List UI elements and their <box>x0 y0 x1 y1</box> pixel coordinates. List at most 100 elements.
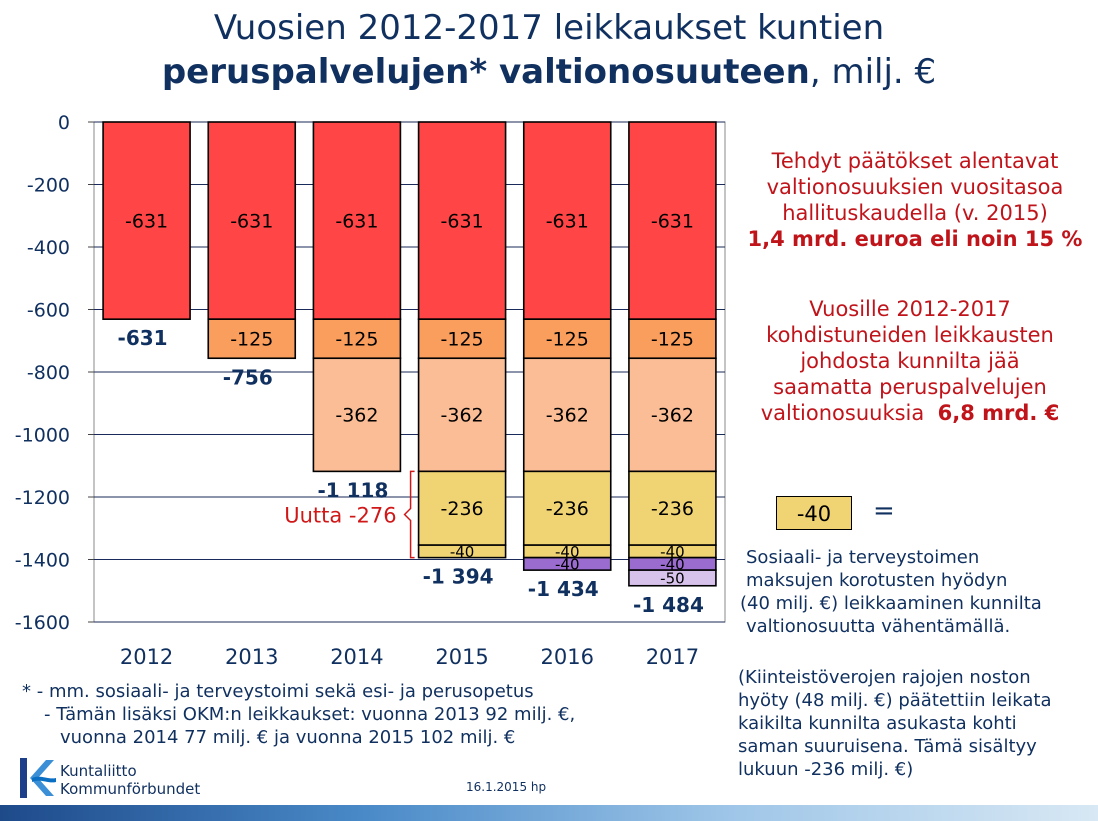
bar-segment <box>417 544 507 559</box>
y-tick-label: -1600 <box>15 612 70 634</box>
segment-value-label: -125 <box>441 329 484 351</box>
bar-segment <box>522 121 612 320</box>
legend-note-line: lukuun -236 milj. €) <box>738 759 914 780</box>
segment-value-label: -631 <box>441 210 484 232</box>
footnote-line: vuonna 2014 77 milj. € ja vuonna 2015 10… <box>60 727 516 748</box>
logo-text: Kuntaliitto Kommunförbundet <box>60 762 200 798</box>
info-block-2-line: saamatta peruspalvelujen <box>773 375 1047 399</box>
x-tick-label: 2012 <box>120 645 173 669</box>
segment-value-label: -631 <box>546 210 589 232</box>
bar-segment <box>312 318 402 360</box>
bar-segment <box>417 121 507 320</box>
info-block-1-line: valtionosuuksien vuositasoa <box>766 175 1064 199</box>
legend-equals: = <box>873 496 895 526</box>
segment-value-label: -125 <box>651 329 694 351</box>
info-block-2-line: johdosta kunnilta jää <box>800 349 1020 373</box>
info-block-2-line: Vuosille 2012-2017 <box>809 297 1011 321</box>
info-block-1-highlight: 1,4 mrd. euroa eli noin 15 % <box>747 227 1083 251</box>
chart-title-rest: , milj. € <box>809 52 937 92</box>
segment-value-label: -40 <box>660 555 685 573</box>
segment-value-label: -631 <box>125 210 168 232</box>
segment-value-label: -50 <box>660 569 685 587</box>
info-block-1: Tehdyt päätökset alentavat valtionosuuks… <box>735 148 1095 252</box>
bar-segment <box>207 318 297 360</box>
segment-value-label: -631 <box>230 210 273 232</box>
legend-note-line: (Kiinteistöverojen rajojen noston <box>738 667 1031 688</box>
segment-value-label: -40 <box>555 555 580 573</box>
legend-description: Sosiaali- ja terveystoimen maksujen koro… <box>740 546 1042 638</box>
logo-text-line: Kommunförbundet <box>60 780 201 798</box>
bar-segment <box>417 357 507 473</box>
logo-text-line: Kuntaliitto <box>60 762 137 780</box>
segment-value-label: -125 <box>335 329 378 351</box>
y-tick-label: -1400 <box>15 550 70 572</box>
chart-title-line2: peruspalvelujen* valtionosuuteen, milj. … <box>0 52 1098 92</box>
footnote: * - mm. sosiaali- ja terveystoimi sekä e… <box>22 680 575 749</box>
footnote-line: * - mm. sosiaali- ja terveystoimi sekä e… <box>22 681 534 702</box>
bar-total-label: -1 118 <box>317 478 388 502</box>
bar-segment <box>522 318 612 360</box>
legend-description-line: (40 milj. €) leikkaaminen kunnilta <box>740 593 1042 614</box>
segment-value-label: -362 <box>546 405 589 427</box>
bar-total-label: -1 394 <box>423 565 494 589</box>
bar-segment <box>312 357 402 473</box>
x-tick-label: 2015 <box>435 645 488 669</box>
y-tick-label: -1000 <box>15 425 70 447</box>
segment-value-label: -631 <box>335 210 378 232</box>
stacked-bar-chart: 0 -200 -400 -600 -800 -1000 -1200 -1400 -1600 -63… <box>15 112 726 669</box>
info-block-2-highlight: 6,8 mrd. € <box>937 401 1060 425</box>
legend-note: (Kiinteistöverojen rajojen noston hyöty … <box>738 666 1052 781</box>
info-block-2-line: valtionosuuksia <box>760 401 925 425</box>
info-block-1-line: Tehdyt päätökset alentavat <box>771 149 1059 173</box>
date-label: 16.1.2015 hp <box>466 780 547 794</box>
bar-segment <box>522 470 612 546</box>
bar-segment <box>312 121 402 320</box>
kuntaliitto-logo-icon <box>20 758 56 798</box>
segment-value-label: -362 <box>651 405 694 427</box>
info-block-2-line: kohdistuneiden leikkausten <box>766 323 1054 347</box>
footnote-line: - Tämän lisäksi OKM:n leikkaukset: vuonn… <box>44 704 576 725</box>
legend-note-line: hyöty (48 milj. €) päätettiin leikata <box>738 690 1052 711</box>
chart-title-line1: Vuosien 2012-2017 leikkaukset kuntien <box>213 8 885 48</box>
y-tick-label: -400 <box>27 237 70 259</box>
segment-value-label: -40 <box>555 543 580 561</box>
segment-value-label: -236 <box>651 498 694 520</box>
y-tick-label: -1200 <box>15 487 70 509</box>
y-tick-label: -600 <box>27 300 70 322</box>
legend-description-line: valtionosuutta vähentämällä. <box>746 616 1011 637</box>
bar-total-label: -631 <box>118 326 168 350</box>
segment-value-label: -125 <box>546 329 589 351</box>
legend-note-line: kaikilta kunnilta asukasta kohti <box>738 713 1017 734</box>
bar-segment <box>417 470 507 546</box>
segment-value-label: -631 <box>651 210 694 232</box>
info-block-2: Vuosille 2012-2017 kohdistuneiden leikka… <box>730 296 1090 426</box>
legend-description-line: Sosiaali- ja terveystoimen <box>746 547 980 568</box>
footer-bar <box>0 805 1098 821</box>
bar-total-label: -1 484 <box>633 593 704 617</box>
bar-segment <box>522 556 612 571</box>
segment-value-label: -236 <box>441 498 484 520</box>
bar-segment <box>628 357 717 473</box>
bar-segment <box>417 318 507 360</box>
x-tick-label: 2014 <box>330 645 383 669</box>
segment-value-label: -236 <box>546 498 589 520</box>
bar-total-label: -1 434 <box>528 577 599 601</box>
bar-total-label: -756 <box>223 365 273 389</box>
segment-value-label: -40 <box>660 543 685 561</box>
segment-value-label: -362 <box>335 405 378 427</box>
x-tick-label: 2013 <box>225 645 278 669</box>
bar-segment <box>628 121 717 320</box>
segment-value-label: -362 <box>441 405 484 427</box>
bar-segment <box>102 121 191 320</box>
segment-value-label: -40 <box>450 543 475 561</box>
y-tick-label: -800 <box>27 362 70 384</box>
annotation-label: Uutta -276 <box>284 504 396 528</box>
x-tick-label: 2017 <box>646 645 699 669</box>
info-block-1-line: hallituskaudella (v. 2015) <box>782 201 1048 225</box>
segment-value-label: -125 <box>230 329 273 351</box>
y-tick-label: -200 <box>27 175 70 197</box>
bar-segment <box>522 357 612 473</box>
legend-description-line: maksujen korotusten hyödyn <box>746 570 1008 591</box>
bar-segment <box>207 121 297 320</box>
bar-segment <box>628 569 717 587</box>
